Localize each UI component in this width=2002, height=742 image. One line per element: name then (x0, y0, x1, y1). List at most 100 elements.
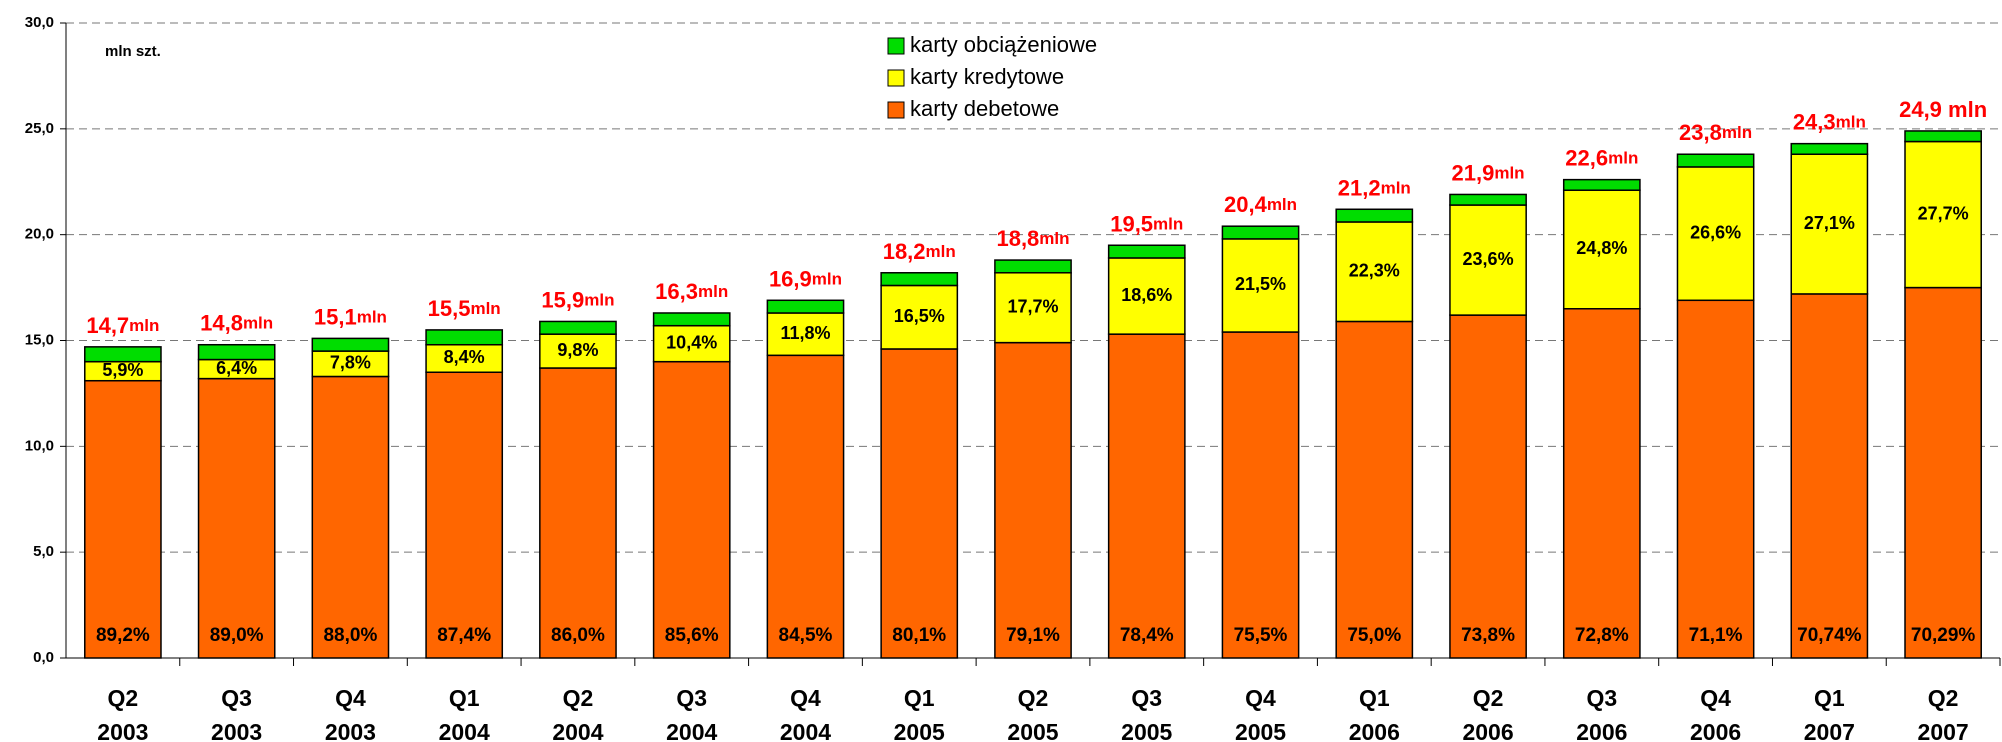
total-label-part: 24,3 (1793, 109, 1836, 134)
total-label: 14,7mln (86, 313, 159, 338)
total-label-part: 19,5 (1110, 211, 1153, 236)
share-label: 16,5% (894, 306, 945, 326)
total-label-part: 14,7 (86, 313, 129, 338)
x-tick-label: Q2 2006 (1462, 685, 1513, 742)
bar-segment (84, 379, 162, 659)
total-label-part: 22,6 (1565, 145, 1608, 170)
x-tick-label-line: Q2 (1473, 685, 1504, 711)
total-label: 15,1mln (314, 304, 387, 329)
x-tick-label-line: 2007 (1804, 719, 1855, 742)
share-label: 72,8% (1575, 625, 1629, 646)
share-label: 9,8% (557, 340, 598, 360)
share-label: 70,29% (1911, 625, 1976, 646)
total-label-part: 15,9 (541, 287, 584, 312)
x-tick-label-line: 2005 (1007, 719, 1058, 742)
x-tick-label-line: Q1 (449, 685, 480, 711)
bar-segment (1221, 225, 1300, 240)
x-tick-label-line: Q1 (904, 685, 935, 711)
x-tick-label-line: 2004 (552, 719, 603, 742)
total-label-part: mln (1267, 196, 1297, 215)
x-tick-label: Q4 2003 (325, 685, 376, 742)
share-label: 23,6% (1463, 249, 1514, 269)
total-label-part: 18,8 (996, 226, 1039, 251)
bar-segment (1790, 153, 1869, 295)
bar-segment (197, 377, 276, 659)
x-tick-label: Q1 2007 (1804, 685, 1855, 742)
x-tick-label-line: 2004 (780, 719, 831, 742)
share-label: 26,6% (1690, 222, 1741, 242)
bar-segment (1676, 153, 1755, 168)
x-tick-label-line: Q2 (1928, 685, 1959, 711)
bar-segment (880, 348, 959, 659)
x-tick-label-line: Q2 (563, 685, 594, 711)
bar-segment (1562, 308, 1641, 659)
total-label-part: mln (1153, 215, 1183, 234)
bar-segment (1449, 204, 1527, 316)
total-label: 21,2mln (1338, 175, 1411, 200)
total-label-part: mln (698, 282, 728, 301)
x-tick-label: Q3 2006 (1576, 685, 1627, 742)
bar-segment (994, 259, 1072, 274)
y-tick-label: 10,0 (25, 437, 54, 454)
y-tick-label: 30,0 (25, 14, 54, 31)
legend-swatch (887, 69, 905, 87)
total-label: 16,9mln (769, 266, 842, 291)
y-tick-label: 25,0 (25, 120, 54, 137)
legend-label: karty kredytowe (910, 64, 1064, 89)
share-label: 18,6% (1121, 285, 1172, 305)
bar-segment (84, 346, 162, 363)
share-label: 24,8% (1576, 238, 1627, 258)
total-label-part: 15,5 (428, 296, 471, 321)
total-label-part: mln (129, 316, 159, 335)
x-tick-label: Q4 2004 (780, 685, 831, 742)
share-label: 6,4% (216, 358, 257, 378)
bar-segment (425, 329, 504, 346)
bar-segment (994, 272, 1072, 344)
share-label: 71,1% (1689, 625, 1743, 646)
unit-label: mln szt. (105, 43, 161, 60)
x-tick-label-line: 2006 (1576, 719, 1627, 742)
total-label-part: mln (812, 270, 842, 289)
x-tick-label-line: 2006 (1690, 719, 1741, 742)
x-tick-label: Q3 2003 (211, 685, 262, 742)
bar-segment (539, 367, 617, 659)
total-label-part: mln (1381, 179, 1411, 198)
x-tick-label-line: Q4 (1245, 685, 1276, 711)
total-label: 14,8mln (200, 311, 273, 336)
total-label-part: mln (243, 314, 273, 333)
bar-segment (880, 272, 959, 287)
bar-segment (1107, 257, 1186, 335)
bar-segment (1449, 314, 1527, 659)
bar-segment (1107, 244, 1186, 259)
legend-swatch (887, 101, 905, 119)
total-label-part: 14,8 (200, 311, 243, 336)
x-tick-label: Q2 2003 (97, 685, 148, 742)
x-tick-label: Q4 2006 (1690, 685, 1741, 742)
share-label: 11,8% (780, 323, 830, 343)
share-label: 75,5% (1234, 625, 1288, 646)
total-label-part: mln (1039, 230, 1069, 249)
x-tick-label-line: Q2 (108, 685, 139, 711)
bar-segment (1107, 333, 1186, 659)
share-label: 8,4% (444, 347, 485, 367)
bar-segment (1904, 140, 1982, 289)
bar-segment (1449, 193, 1527, 206)
share-label: 79,1% (1006, 625, 1060, 646)
bar-segment (1790, 142, 1869, 155)
total-label: 18,2mln (883, 239, 956, 264)
share-label: 86,0% (551, 625, 605, 646)
share-label: 22,3% (1349, 260, 1400, 280)
x-tick-label: Q3 2004 (666, 685, 717, 742)
bar-segment (1335, 208, 1414, 223)
x-tick-label-line: Q3 (1131, 685, 1162, 711)
bar-segment (1335, 320, 1414, 659)
total-label-part: mln (1722, 124, 1752, 143)
legend-label: karty debetowe (910, 96, 1059, 121)
x-tick-label-line: 2005 (894, 719, 945, 742)
bar-segment (539, 333, 617, 369)
share-label: 21,5% (1235, 274, 1286, 294)
total-label-part: mln (1494, 164, 1524, 183)
total-label: 24,9 mln (1899, 97, 1987, 122)
bar-segment (539, 320, 617, 335)
